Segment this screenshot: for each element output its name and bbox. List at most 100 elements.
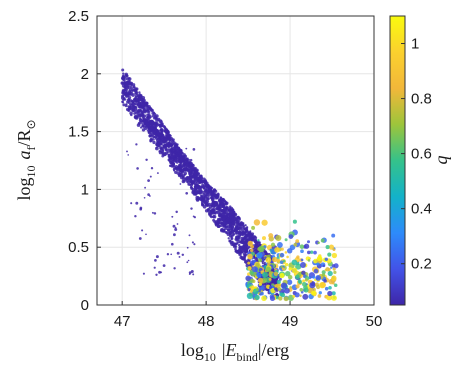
scatter-point (283, 296, 289, 302)
scatter-point (122, 72, 125, 76)
scatter-point (148, 134, 152, 138)
scatter-point (252, 235, 256, 238)
scatter-point (188, 163, 192, 166)
scatter-point (186, 161, 189, 164)
scatter-point (247, 253, 253, 259)
x-label-log: log (181, 340, 204, 360)
scatter-point (158, 270, 162, 274)
scatter-point (186, 157, 189, 160)
scatter-point (325, 267, 330, 272)
scatter-point (193, 171, 196, 175)
scatter-point (141, 111, 144, 114)
scatter-point (166, 134, 170, 138)
scatter-point (176, 251, 180, 255)
scatter-point (219, 196, 223, 200)
scatter-point (272, 256, 278, 263)
scatter-point (320, 238, 325, 243)
scatter-point (191, 175, 195, 179)
scatter-point (300, 258, 304, 262)
scatter-point (316, 262, 320, 266)
scatter-point (204, 189, 207, 193)
scatter-point (234, 247, 237, 251)
scatter-point (293, 242, 298, 247)
scatter-point (211, 186, 214, 189)
scatter-point (160, 128, 164, 132)
scatter-point (275, 283, 281, 289)
scatter-point (214, 222, 218, 226)
scatter-point (321, 270, 326, 275)
scatter-point (165, 140, 168, 143)
scatter-point (269, 295, 276, 302)
scatter-point (316, 255, 323, 262)
scatter-point (192, 215, 195, 218)
scatter-point (124, 98, 127, 101)
scatter-point (299, 244, 305, 249)
scatter-point (291, 267, 298, 274)
scatter-point (153, 212, 157, 215)
scatter-point (142, 108, 147, 112)
scatter-point (234, 213, 238, 217)
scatter-point (284, 287, 290, 294)
y-tick-label: 2.5 (68, 8, 89, 25)
scatter-point (211, 196, 215, 201)
scatter-point (195, 197, 199, 201)
scatter-point (155, 273, 158, 276)
x-label-bar-open: | (222, 340, 226, 360)
scatter-point (232, 242, 236, 246)
scatter-point (185, 147, 188, 150)
scatter-point (201, 190, 205, 194)
scatter-point (212, 208, 215, 212)
plot-background (97, 16, 374, 305)
scatter-point (244, 243, 248, 248)
scatter-point (141, 116, 145, 120)
scatter-point (156, 172, 159, 175)
scatter-point (155, 143, 158, 147)
scatter-point (212, 214, 217, 219)
scatter-point (287, 274, 293, 280)
scatter-point (120, 81, 125, 85)
scatter-point (149, 195, 151, 197)
scatter-point (167, 153, 171, 157)
scatter-point (141, 128, 146, 132)
scatter-point (311, 290, 317, 296)
scatter-point (158, 119, 163, 123)
scatter-point (122, 78, 125, 81)
scatter-point (124, 89, 127, 92)
scatter-point (172, 141, 176, 145)
scatter-point (186, 246, 189, 249)
scatter-point (189, 185, 193, 189)
scatter-point (171, 215, 174, 218)
scatter-point (142, 272, 145, 275)
scatter-point (124, 74, 128, 78)
scatter-point (225, 205, 228, 208)
scatter-point (286, 255, 289, 259)
scatter-point (215, 207, 219, 211)
scatter-point (257, 277, 264, 284)
scatter-point (188, 273, 191, 275)
scatter-point (328, 244, 335, 250)
scatter-point (170, 155, 175, 159)
scatter-point (136, 123, 141, 127)
scatter-point (190, 270, 194, 273)
scatter-point (130, 100, 134, 103)
scatter-point (224, 221, 228, 225)
scatter-point (196, 185, 200, 189)
scatter-point (185, 191, 189, 195)
scatter-point (145, 105, 149, 109)
scatter-point (251, 266, 259, 273)
scatter-point (176, 223, 179, 225)
scatter-point (231, 229, 235, 233)
scatter-point (135, 201, 139, 205)
scatter-point (277, 287, 282, 291)
scatter-point (153, 132, 156, 135)
scatter-point (138, 237, 142, 240)
scatter-point (121, 101, 125, 104)
scatter-point (304, 278, 308, 282)
scatter-point (166, 253, 170, 256)
scatter-point (121, 68, 125, 72)
scatter-point (125, 77, 129, 81)
y-label-var: a (14, 151, 34, 160)
scatter-point (237, 243, 241, 247)
scatter-point (214, 200, 218, 204)
